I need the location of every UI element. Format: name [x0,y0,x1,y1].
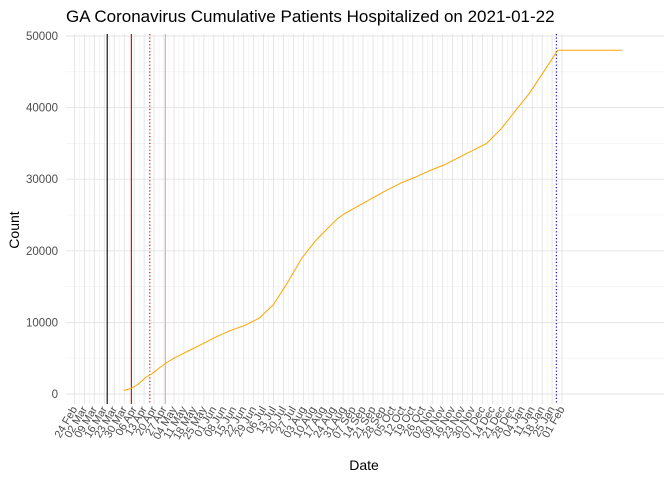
y-axis-ticks: 0 10000 20000 30000 40000 50000 [26,31,58,401]
data-point [337,218,338,219]
y-tick-label: 50000 [26,31,58,43]
data-point [514,110,516,112]
data-point [386,189,388,191]
data-point [130,387,132,389]
data-point [600,49,601,51]
data-point [500,128,502,130]
data-point [585,49,587,51]
data-point [429,170,431,172]
data-point [315,239,317,241]
data-point [571,49,573,51]
series-layer [123,49,623,391]
y-tick-label: 40000 [26,103,58,115]
y-tick-label: 10000 [26,317,58,329]
data-point [273,304,274,305]
data-point [415,176,417,178]
data-point [372,197,374,199]
data-point [557,49,559,51]
data-point [138,383,139,385]
data-point [123,390,125,391]
data-point [166,362,168,363]
data-point [244,324,246,326]
y-tick-label: 20000 [26,246,58,258]
data-point [322,232,324,234]
data-point [457,157,459,159]
data-point [621,49,623,51]
data-point [230,329,232,331]
data-point [486,143,488,144]
data-point [173,357,175,359]
y-tick-label: 0 [52,389,58,401]
data-point [614,49,616,51]
data-point [258,317,260,319]
x-axis-title: Date [349,457,379,473]
data-point [472,150,473,151]
data-point [145,377,146,378]
data-point [202,343,203,345]
y-axis-title: Count [6,211,22,248]
chart-title: GA Coronavirus Cumulative Patients Hospi… [66,7,555,26]
data-point [401,182,402,184]
data-point [329,225,331,227]
data-point [344,213,345,214]
y-tick-label: 30000 [26,174,58,186]
data-point [287,281,289,283]
data-point [301,257,303,259]
data-point [443,164,445,166]
data-point [528,92,530,94]
data-point [152,372,154,374]
data-point [216,336,218,338]
data-point [187,350,189,352]
data-point [358,205,360,207]
data-point [543,71,544,73]
data-point [159,367,161,368]
data-point [180,354,182,356]
reference-lines [106,34,557,404]
